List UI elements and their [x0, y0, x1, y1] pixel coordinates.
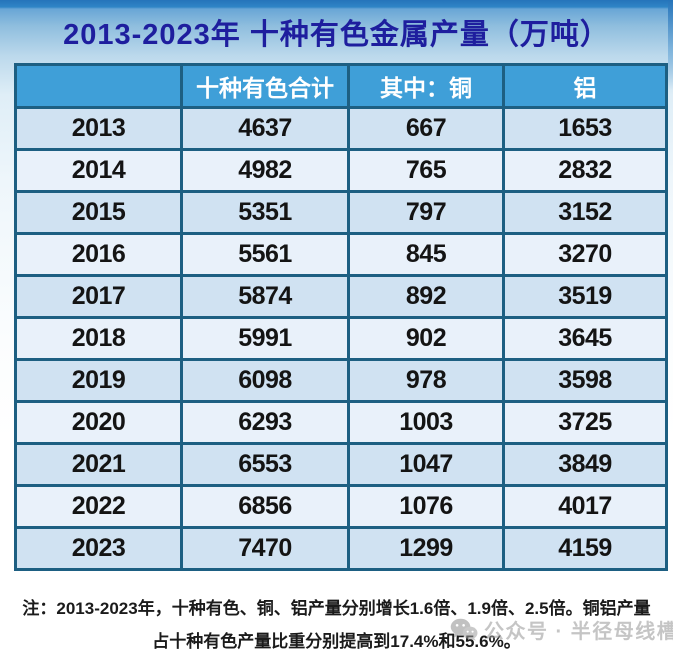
cell-total: 6293 — [180, 400, 350, 445]
table-row: 2013 4637 667 1653 — [14, 106, 668, 151]
cell-copper: 797 — [347, 190, 505, 235]
cell-total: 6856 — [180, 484, 350, 529]
cell-copper: 845 — [347, 232, 505, 277]
cell-year: 2023 — [14, 526, 183, 571]
table-row: 2022 6856 1076 4017 — [14, 484, 668, 529]
cell-copper: 1047 — [347, 442, 505, 487]
cell-total: 5874 — [180, 274, 350, 319]
cell-aluminum: 3598 — [502, 358, 668, 403]
cell-total: 5351 — [180, 190, 350, 235]
watermark-text: 公众号 · 半径母线槽 — [484, 621, 673, 643]
cell-year: 2020 — [14, 400, 183, 445]
cell-year: 2016 — [14, 232, 183, 277]
cell-aluminum: 3645 — [502, 316, 668, 361]
cell-total: 4637 — [180, 106, 350, 151]
wechat-icon — [450, 618, 478, 641]
cell-total: 7470 — [180, 526, 350, 571]
cell-year: 2017 — [14, 274, 183, 319]
cell-aluminum: 1653 — [502, 106, 668, 151]
table-header-row: 十种有色合计 其中：铜 铝 — [14, 63, 668, 109]
table-row: 2019 6098 978 3598 — [14, 358, 668, 403]
cell-aluminum: 3725 — [502, 400, 668, 445]
page-title: 2013-2023年 十种有色金属产量（万吨） — [63, 19, 610, 51]
cell-aluminum: 4017 — [502, 484, 668, 529]
table-row: 2023 7470 1299 4159 — [14, 526, 668, 571]
cell-year: 2015 — [14, 190, 183, 235]
cell-aluminum: 4159 — [502, 526, 668, 571]
cell-copper: 1003 — [347, 400, 505, 445]
cell-copper: 1076 — [347, 484, 505, 529]
cell-year: 2014 — [14, 148, 183, 193]
footnote-line2: 占十种有色产量比重分别提高到17.4%和55.6%。 — [152, 632, 521, 652]
cell-aluminum: 3270 — [502, 232, 668, 277]
cell-total: 6553 — [180, 442, 350, 487]
header-year — [14, 63, 183, 109]
cell-year: 2021 — [14, 442, 183, 487]
cell-year: 2022 — [14, 484, 183, 529]
cell-copper: 978 — [347, 358, 505, 403]
table-row: 2016 5561 845 3270 — [14, 232, 668, 277]
cell-copper: 667 — [347, 106, 505, 151]
cell-aluminum: 3849 — [502, 442, 668, 487]
cell-year: 2019 — [14, 358, 183, 403]
header-aluminum: 铝 — [502, 63, 668, 109]
cell-aluminum: 2832 — [502, 148, 668, 193]
cell-copper: 892 — [347, 274, 505, 319]
table-row: 2017 5874 892 3519 — [14, 274, 668, 319]
cell-aluminum: 3152 — [502, 190, 668, 235]
metals-production-table: 十种有色合计 其中：铜 铝 2013 4637 667 1653 2014 49… — [14, 63, 668, 571]
cell-aluminum: 3519 — [502, 274, 668, 319]
cell-year: 2018 — [14, 316, 183, 361]
cell-total: 5561 — [180, 232, 350, 277]
cell-copper: 1299 — [347, 526, 505, 571]
header-copper: 其中：铜 — [347, 63, 505, 109]
footnote: 注：2013-2023年，十种有色、铜、铝产量分别增长1.6倍、1.9倍、2.5… — [0, 592, 673, 658]
table-row: 2015 5351 797 3152 — [14, 190, 668, 235]
watermark: 公众号 · 半径母线槽 — [450, 615, 673, 644]
cell-copper: 765 — [347, 148, 505, 193]
table-row: 2014 4982 765 2832 — [14, 148, 668, 193]
cell-total: 6098 — [180, 358, 350, 403]
cell-total: 5991 — [180, 316, 350, 361]
footnote-line1: 注：2013-2023年，十种有色、铜、铝产量分别增长1.6倍、1.9倍、2.5… — [22, 599, 651, 618]
cell-copper: 902 — [347, 316, 505, 361]
header-total: 十种有色合计 — [180, 63, 350, 109]
cell-total: 4982 — [180, 148, 350, 193]
table-row: 2020 6293 1003 3725 — [14, 400, 668, 445]
table-row: 2021 6553 1047 3849 — [14, 442, 668, 487]
cell-year: 2013 — [14, 106, 183, 151]
right-edge-shade — [668, 0, 673, 90]
table-row: 2018 5991 902 3645 — [14, 316, 668, 361]
